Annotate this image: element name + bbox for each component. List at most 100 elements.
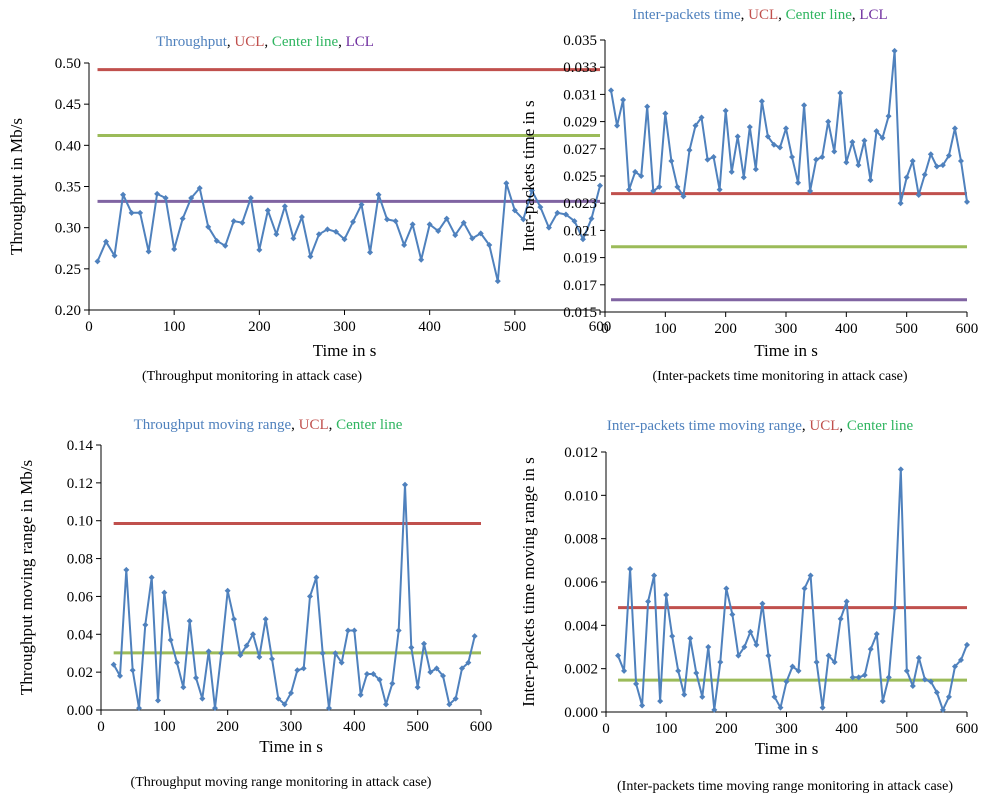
x-tick-label: 100 [654, 321, 677, 337]
data-point [162, 195, 169, 202]
data-point [370, 671, 377, 678]
data-point [662, 110, 669, 117]
data-point [224, 587, 231, 594]
data-point [698, 114, 705, 121]
chart-title-part: , [329, 417, 337, 433]
x-tick-label: 400 [835, 321, 858, 337]
y-tick-label: 0.50 [55, 56, 81, 72]
data-point [693, 670, 700, 676]
y-tick-label: 0.004 [564, 618, 598, 634]
data-point [758, 98, 765, 105]
data-point [446, 701, 453, 708]
data-point [795, 179, 802, 186]
y-tick-label: 0.002 [564, 662, 598, 678]
y-axis-label: Inter-packets time in s [519, 100, 538, 251]
y-tick-label: 0.40 [55, 138, 81, 154]
data-point [716, 186, 723, 193]
data-point [205, 648, 212, 655]
data-point [783, 678, 790, 685]
data-point [645, 598, 652, 605]
x-tick-label: 0 [85, 319, 93, 335]
data-point [921, 171, 928, 178]
data-point [545, 224, 552, 231]
chart-title-part: , [802, 418, 810, 434]
data-point [199, 695, 206, 702]
data-point [885, 674, 892, 681]
data-point [837, 615, 844, 622]
data-point [819, 704, 826, 711]
chart-title-part: LCL [346, 34, 374, 50]
data-point [205, 223, 212, 230]
chart-title-part: , [852, 7, 860, 23]
data-point [885, 113, 892, 120]
data-point [873, 128, 880, 135]
x-tick-label: 0 [602, 721, 610, 737]
data-point [332, 650, 339, 657]
data-point [711, 706, 718, 713]
data-point [909, 158, 916, 165]
data-point [250, 631, 256, 638]
data-point [579, 236, 586, 243]
data-point [341, 236, 348, 243]
chart-title-part: Center line [847, 418, 914, 434]
data-point [435, 227, 442, 234]
data-point [332, 228, 339, 235]
data-point [657, 698, 664, 705]
data-point [741, 644, 748, 650]
data-point [307, 253, 314, 260]
x-tick-label: 100 [153, 719, 176, 735]
data-point [358, 201, 365, 208]
data-point [867, 177, 874, 184]
data-point [128, 209, 135, 216]
data-point [281, 701, 288, 708]
data-point [717, 659, 724, 666]
data-point [837, 90, 844, 97]
chart-title-part: Inter-packets time moving range [607, 418, 802, 434]
data-point [145, 248, 152, 255]
data-point [460, 219, 467, 226]
data-point [452, 232, 459, 239]
data-point [401, 241, 408, 248]
data-point [148, 574, 155, 581]
data-point [180, 684, 187, 691]
chart-title-part: , [778, 7, 786, 23]
data-point [137, 209, 144, 216]
data-point [294, 667, 301, 674]
data-point [614, 122, 621, 129]
data-point [957, 657, 964, 663]
data-point [537, 204, 544, 211]
y-tick-label: 0.027 [563, 142, 597, 158]
chart-title-part: , [338, 34, 346, 50]
y-tick-label: 0.45 [55, 97, 81, 113]
chart-title-part: , [227, 34, 235, 50]
chart-title-part: Throughput [156, 34, 228, 50]
data-point [350, 218, 357, 225]
data-point [433, 665, 440, 672]
data-point [186, 618, 193, 625]
y-tick-label: 0.029 [563, 115, 597, 131]
data-point [275, 695, 282, 702]
data-point [915, 654, 922, 661]
y-tick-label: 0.000 [564, 705, 598, 721]
data-point [571, 218, 578, 225]
data-point [477, 230, 484, 237]
chart-title-part: UCL [809, 418, 839, 434]
chart-panel-3: 0.00 0.02 0.04 0.06 0.08 0.10 0.12 0.14 0 100 200 3… [17, 417, 492, 790]
data-point [620, 96, 627, 103]
data-point [326, 705, 332, 712]
x-tick-label: 300 [280, 719, 303, 735]
data-point [486, 241, 493, 248]
x-axis-label: Time in s [313, 341, 377, 360]
data-point [686, 147, 693, 154]
chart-caption: (Inter-packets time moving range monitor… [617, 779, 953, 794]
data-point [196, 185, 203, 192]
data-point [503, 180, 510, 187]
data-point [764, 133, 771, 140]
y-tick-label: 0.20 [55, 303, 81, 319]
data-point [813, 156, 820, 163]
y-axis-label: Throughput in Mb/s [7, 118, 26, 255]
data-point [110, 661, 117, 668]
data-point [680, 193, 687, 200]
data-point [831, 148, 838, 155]
data-point [111, 252, 118, 259]
